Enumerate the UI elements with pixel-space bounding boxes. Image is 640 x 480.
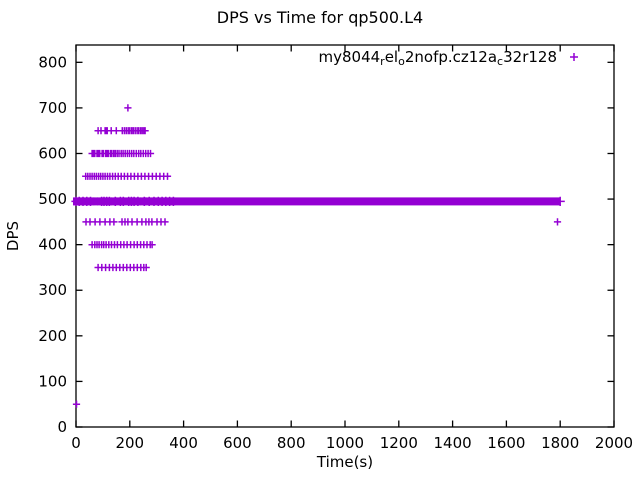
x-tick-label: 600 (223, 434, 252, 452)
plot-axes: 0 200 400 600 800 1000 1200 1400 1600 1800 2000 0 10… (38, 44, 633, 452)
band-segment (123, 197, 142, 206)
y-tick-label: 700 (38, 99, 67, 117)
series-points-row (88, 149, 155, 158)
legend-label-subscript: o (398, 55, 405, 68)
x-tick-label: 1200 (380, 434, 418, 452)
series-points-row (82, 172, 172, 180)
band-segment (145, 197, 561, 206)
x-tick-label: 400 (169, 434, 198, 452)
series-points-row (72, 400, 81, 408)
x-tick-label: 800 (277, 434, 306, 452)
chart-title: DPS vs Time for qp500.L4 (217, 8, 423, 27)
series-points-row (82, 218, 562, 226)
band-segment (73, 197, 95, 206)
legend-label-segment: 2nofp.cz12a (405, 48, 497, 66)
band-segment (93, 197, 98, 206)
y-tick-label: 100 (38, 372, 67, 390)
legend-label-segment: el (385, 48, 398, 66)
legend-label-segment: 32r128 (503, 48, 557, 66)
plot-border (75, 44, 615, 428)
band-segment (111, 197, 117, 206)
data-points (71, 104, 565, 408)
legend: my8044relo2nofp.cz12ac32r128 (319, 48, 578, 68)
legend-marker-icon (570, 53, 578, 61)
band-segment (116, 197, 125, 206)
x-tick-label: 1600 (487, 434, 525, 452)
legend-label-segment: my8044 (319, 48, 381, 66)
series-points-row (94, 127, 149, 135)
legend-label-subscript: c (497, 55, 503, 68)
series-points-row (88, 241, 156, 249)
y-tick-label: 800 (38, 53, 67, 71)
x-tick-label: 200 (115, 434, 144, 452)
band-segment (97, 197, 112, 206)
y-tick-label: 0 (57, 418, 67, 436)
band-segment (140, 197, 147, 206)
x-tick-label: 2000 (595, 434, 633, 452)
y-tick-label: 300 (38, 281, 67, 299)
x-tick-label: 1000 (326, 434, 364, 452)
x-tick-label: 1800 (541, 434, 579, 452)
series-points-row (94, 263, 150, 272)
x-axis-label: Time(s) (316, 453, 373, 471)
y-axis-label: DPS (4, 221, 22, 251)
legend-label: my8044relo2nofp.cz12ac32r128 (319, 48, 558, 68)
series-points-row (124, 104, 132, 112)
y-tick-label: 400 (38, 236, 67, 254)
y-tick-label: 500 (38, 190, 67, 208)
x-tick-label: 1400 (434, 434, 472, 452)
y-tick-label: 200 (38, 327, 67, 345)
y-tick-label: 600 (38, 144, 67, 162)
x-tick-label: 0 (71, 434, 81, 452)
legend-label-subscript: r (380, 55, 385, 68)
